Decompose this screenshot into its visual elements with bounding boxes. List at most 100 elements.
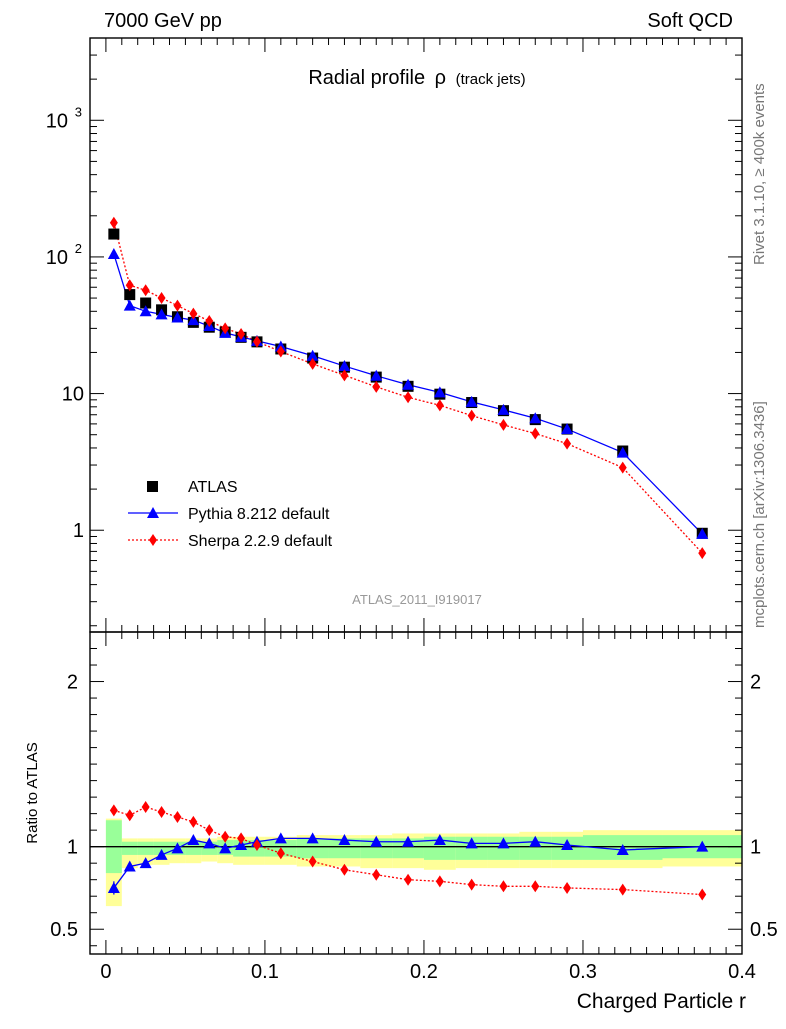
sherpa-ratio-point xyxy=(157,805,166,818)
sherpa-point xyxy=(173,299,182,312)
pythia-ratio-point xyxy=(529,835,542,847)
plot-title-suffix: (track jets) xyxy=(456,71,526,88)
sherpa-ratio-point xyxy=(109,804,118,817)
pythia-point xyxy=(402,378,415,390)
pythia-point xyxy=(696,527,709,539)
pythia-point xyxy=(123,299,136,311)
ratio-y-tick-label: 1 xyxy=(67,837,78,859)
pythia-ratio-point xyxy=(139,857,152,869)
sherpa-ratio-point xyxy=(531,880,540,893)
sherpa-ratio-point xyxy=(125,809,134,822)
pythia-ratio-point xyxy=(402,835,415,847)
pythia-ratio-point xyxy=(155,848,168,860)
x-tick-label: 0.1 xyxy=(251,961,279,983)
pythia-ratio-point xyxy=(370,835,383,847)
atlas-point xyxy=(140,297,152,309)
sherpa-point xyxy=(340,369,349,382)
uncertainty-band-green xyxy=(423,836,456,860)
pythia-point xyxy=(529,412,542,424)
ratio-plot-content xyxy=(90,801,742,907)
sherpa-ratio-point xyxy=(205,824,214,837)
sherpa-ratio-point xyxy=(308,855,317,868)
pythia-ratio-point xyxy=(338,834,351,846)
pythia-ratio-point xyxy=(235,839,248,851)
pythia-point xyxy=(155,308,168,320)
main-plot-axes: 1 10 10 2 10 3 xyxy=(46,37,743,632)
main-y-tick-label-exponent: 3 xyxy=(75,104,82,119)
sherpa-point xyxy=(499,418,508,431)
sherpa-ratio-point xyxy=(221,830,230,843)
pythia-point xyxy=(465,395,478,407)
x-tick-label: 0 xyxy=(100,961,111,983)
legend-marker-atlas xyxy=(147,481,158,492)
sherpa-point xyxy=(252,335,261,348)
ratio-plot-axes: 0.5 0.5 1 1 2 2 0 0.1 0.2 0.3 0.4 xyxy=(50,631,778,983)
sherpa-ratio-point xyxy=(404,873,413,886)
sherpa-point xyxy=(125,279,134,292)
legend-label-atlas: ATLAS xyxy=(188,479,238,496)
uncertainty-band-green xyxy=(328,838,361,859)
legend-marker-pythia xyxy=(147,507,159,518)
pythia-ratio-point xyxy=(274,832,287,844)
sherpa-ratio-point xyxy=(698,888,707,901)
sherpa-point xyxy=(221,322,230,335)
pythia-ratio-point xyxy=(187,834,200,846)
sherpa-ratio-point xyxy=(372,868,381,881)
sherpa-ratio-point xyxy=(467,878,476,891)
pythia-point xyxy=(306,349,319,361)
pythia-ratio-point xyxy=(107,881,120,893)
pythia-point xyxy=(187,314,200,326)
sherpa-ratio-point xyxy=(173,810,182,823)
sherpa-point xyxy=(189,307,198,320)
sherpa-point xyxy=(404,391,413,404)
x-tick-label: 0.2 xyxy=(410,961,438,983)
ratio-y-axis-label: Ratio to ATLAS xyxy=(24,742,41,843)
pythia-ratio-point xyxy=(306,832,319,844)
sherpa-point xyxy=(276,345,285,358)
plot-title-text: Radial profile xyxy=(308,67,425,89)
uncertainty-band-green xyxy=(153,841,170,855)
uncertainty-band-green xyxy=(121,841,138,855)
legend-label-sherpa: Sherpa 2.2.9 default xyxy=(188,533,333,550)
sherpa-ratio-point xyxy=(141,801,150,814)
sherpa-point xyxy=(372,380,381,393)
legend-label-pythia: Pythia 8.212 default xyxy=(188,506,330,523)
sherpa-point xyxy=(205,314,214,327)
ratio-plot-panel: 0.5 0.5 1 1 2 2 0 0.1 0.2 0.3 0.4 Ratio to ATLAS C… xyxy=(24,631,778,1013)
atlas-point xyxy=(108,228,120,240)
sherpa-point xyxy=(531,427,540,440)
sherpa-ratio-point xyxy=(435,875,444,888)
pythia-ratio-point xyxy=(123,860,136,872)
analysis-watermark: ATLAS_2011_I919017 xyxy=(352,592,482,607)
ratio-y-tick-label-right: 1 xyxy=(750,837,761,859)
pythia-point xyxy=(561,423,574,435)
pythia-ratio-point xyxy=(171,842,184,854)
pythia-point xyxy=(107,248,120,260)
ratio-y-tick-label: 2 xyxy=(67,672,78,694)
ratio-y-tick-label: 0.5 xyxy=(50,919,78,941)
uncertainty-band-green xyxy=(392,838,424,859)
pythia-point xyxy=(370,369,383,381)
pythia-ratio-point xyxy=(433,834,446,846)
process-label: Soft QCD xyxy=(647,10,733,32)
pythia-point xyxy=(497,403,510,415)
sherpa-ratio-point xyxy=(340,863,349,876)
pythia-ratio-point xyxy=(465,837,478,849)
main-y-tick-label: 10 xyxy=(62,384,84,406)
uncertainty-band-green xyxy=(296,838,329,859)
main-y-tick-label: 10 xyxy=(46,247,68,269)
ratio-plot-frame xyxy=(89,631,743,955)
legend: ATLAS Pythia 8.212 default Sherpa 2.2.9 … xyxy=(128,479,333,550)
x-tick-label: 0.3 xyxy=(569,961,597,983)
sherpa-point xyxy=(563,437,572,450)
sherpa-point xyxy=(467,409,476,422)
mcplots-label: mcplots.cern.ch [arXiv:1306.3436] xyxy=(751,401,768,628)
main-y-tick-label-exponent: 2 xyxy=(75,241,82,256)
plot-title: Radial profile ρ (track jets) xyxy=(308,67,525,89)
atlas-point xyxy=(124,289,136,301)
pythia-ratio-line xyxy=(113,837,703,889)
sherpa-ratio-point xyxy=(499,880,508,893)
sherpa-ratio-point xyxy=(618,883,627,896)
